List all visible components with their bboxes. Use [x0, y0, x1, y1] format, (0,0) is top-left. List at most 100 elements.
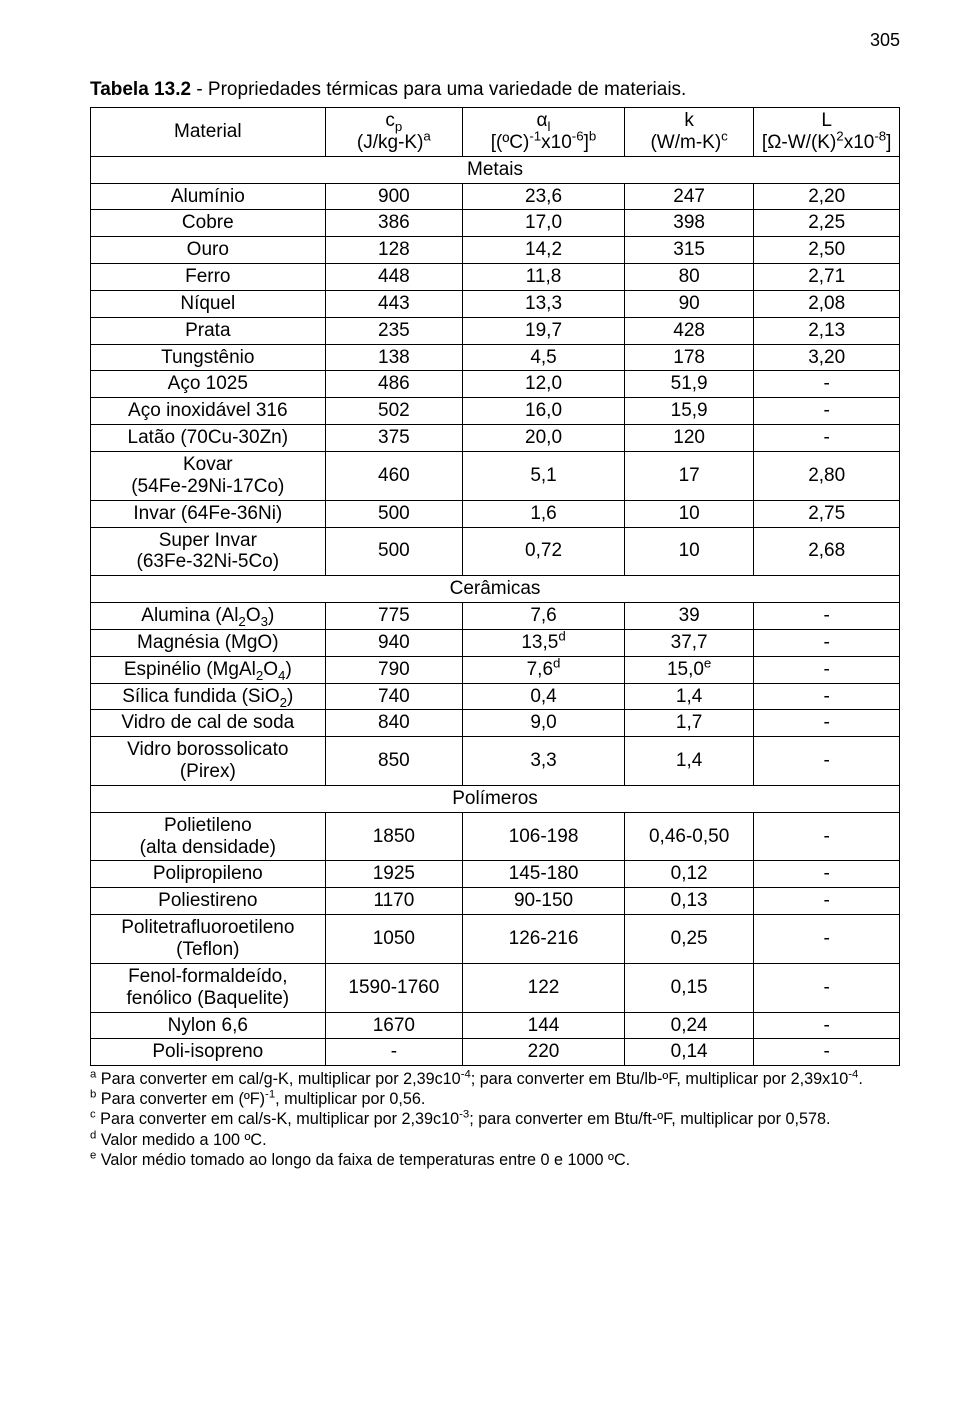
- table-row: Alumínio90023,62472,20: [91, 183, 900, 210]
- cell-alpha: 12,0: [463, 371, 625, 398]
- cell-material: Vidro borossolicato(Pirex): [91, 737, 326, 786]
- cell-cp: 1850: [325, 812, 463, 861]
- cell-L: 2,08: [754, 290, 900, 317]
- cell-alpha: 106-198: [463, 812, 625, 861]
- cell-k: 0,12: [624, 861, 753, 888]
- table-row: Sílica fundida (SiO2)7400,41,4-: [91, 683, 900, 710]
- cell-cp: 386: [325, 210, 463, 237]
- cell-L: -: [754, 1039, 900, 1066]
- footnote-c: c Para converter em cal/s-K, multiplicar…: [90, 1110, 900, 1129]
- cell-cp: 790: [325, 656, 463, 683]
- cell-alpha: 220: [463, 1039, 625, 1066]
- header-L: L [Ω-W/(K)2x10-8]: [754, 108, 900, 157]
- cell-k: 0,46-0,50: [624, 812, 753, 861]
- cell-alpha: 16,0: [463, 398, 625, 425]
- cell-material: Super Invar(63Fe-32Ni-5Co): [91, 527, 326, 576]
- cell-material: Cobre: [91, 210, 326, 237]
- cell-L: 2,68: [754, 527, 900, 576]
- cell-alpha: 1,6: [463, 500, 625, 527]
- cell-k: 10: [624, 500, 753, 527]
- cell-cp: 1170: [325, 888, 463, 915]
- cell-k: 178: [624, 344, 753, 371]
- cell-cp: 128: [325, 237, 463, 264]
- cell-cp: 900: [325, 183, 463, 210]
- section-row: Metais: [91, 156, 900, 183]
- cell-L: -: [754, 812, 900, 861]
- cell-cp: 740: [325, 683, 463, 710]
- cell-L: -: [754, 861, 900, 888]
- cell-k: 428: [624, 317, 753, 344]
- cell-alpha: 0,72: [463, 527, 625, 576]
- cell-L: 2,13: [754, 317, 900, 344]
- cell-material: Kovar(54Fe-29Ni-17Co): [91, 451, 326, 500]
- footnote-a: a Para converter em cal/g-K, multiplicar…: [90, 1070, 900, 1089]
- cell-alpha: 5,1: [463, 451, 625, 500]
- table-row: Ferro44811,8802,71: [91, 264, 900, 291]
- table-row: Fenol-formaldeído,fenólico (Baquelite)15…: [91, 963, 900, 1012]
- cell-k: 39: [624, 603, 753, 630]
- table-row: Tungstênio1384,51783,20: [91, 344, 900, 371]
- cell-cp: 940: [325, 629, 463, 656]
- table-row: Níquel44313,3902,08: [91, 290, 900, 317]
- cell-L: 2,75: [754, 500, 900, 527]
- cell-k: 0,13: [624, 888, 753, 915]
- table-row: Latão (70Cu-30Zn)37520,0120-: [91, 425, 900, 452]
- table-row: Poliestireno117090-1500,13-: [91, 888, 900, 915]
- table-row: Nylon 6,616701440,24-: [91, 1012, 900, 1039]
- cell-cp: 138: [325, 344, 463, 371]
- cell-cp: 1925: [325, 861, 463, 888]
- cell-cp: 500: [325, 527, 463, 576]
- cell-L: 3,20: [754, 344, 900, 371]
- cell-k: 0,24: [624, 1012, 753, 1039]
- cell-alpha: 0,4: [463, 683, 625, 710]
- cell-cp: 375: [325, 425, 463, 452]
- cell-material: Magnésia (MgO): [91, 629, 326, 656]
- cell-alpha: 13,5d: [463, 629, 625, 656]
- cell-material: Fenol-formaldeído,fenólico (Baquelite): [91, 963, 326, 1012]
- cell-material: Invar (64Fe-36Ni): [91, 500, 326, 527]
- cell-alpha: 20,0: [463, 425, 625, 452]
- cell-k: 247: [624, 183, 753, 210]
- cell-alpha: 11,8: [463, 264, 625, 291]
- cell-L: -: [754, 915, 900, 964]
- cell-cp: 443: [325, 290, 463, 317]
- cell-cp: 840: [325, 710, 463, 737]
- cell-L: -: [754, 888, 900, 915]
- table-row: Aço inoxidável 31650216,015,9-: [91, 398, 900, 425]
- cell-k: 0,14: [624, 1039, 753, 1066]
- cell-k: 90: [624, 290, 753, 317]
- cell-k: 120: [624, 425, 753, 452]
- cell-cp: 1050: [325, 915, 463, 964]
- cell-alpha: 17,0: [463, 210, 625, 237]
- cell-alpha: 14,2: [463, 237, 625, 264]
- table-row: Alumina (Al2O3)7757,639-: [91, 603, 900, 630]
- footnote-d: d Valor medido a 100 ºC.: [90, 1131, 900, 1150]
- table-row: Super Invar(63Fe-32Ni-5Co)5000,72102,68: [91, 527, 900, 576]
- cell-alpha: 7,6d: [463, 656, 625, 683]
- cell-alpha: 19,7: [463, 317, 625, 344]
- cell-k: 15,9: [624, 398, 753, 425]
- page-number: 305: [90, 30, 900, 51]
- cell-alpha: 13,3: [463, 290, 625, 317]
- table-row: Polipropileno1925145-1800,12-: [91, 861, 900, 888]
- cell-material: Nylon 6,6: [91, 1012, 326, 1039]
- footnote-b: b Para converter em (ºF)-1, multiplicar …: [90, 1090, 900, 1109]
- cell-cp: 1670: [325, 1012, 463, 1039]
- cell-alpha: 9,0: [463, 710, 625, 737]
- table-body: MetaisAlumínio90023,62472,20Cobre38617,0…: [91, 156, 900, 1066]
- cell-k: 0,15: [624, 963, 753, 1012]
- cell-alpha: 126-216: [463, 915, 625, 964]
- cell-material: Aço inoxidável 316: [91, 398, 326, 425]
- cell-alpha: 122: [463, 963, 625, 1012]
- cell-cp: 502: [325, 398, 463, 425]
- page: 305 Tabela 13.2 - Propriedades térmicas …: [0, 0, 960, 1211]
- cell-material: Vidro de cal de soda: [91, 710, 326, 737]
- table-row: Vidro de cal de soda8409,01,7-: [91, 710, 900, 737]
- table-row: Prata23519,74282,13: [91, 317, 900, 344]
- table-caption: Tabela 13.2 - Propriedades térmicas para…: [90, 79, 900, 101]
- table-row: Polietileno(alta densidade)1850106-1980,…: [91, 812, 900, 861]
- cell-L: -: [754, 629, 900, 656]
- section-label: Metais: [91, 156, 900, 183]
- cell-k: 15,0e: [624, 656, 753, 683]
- cell-L: -: [754, 398, 900, 425]
